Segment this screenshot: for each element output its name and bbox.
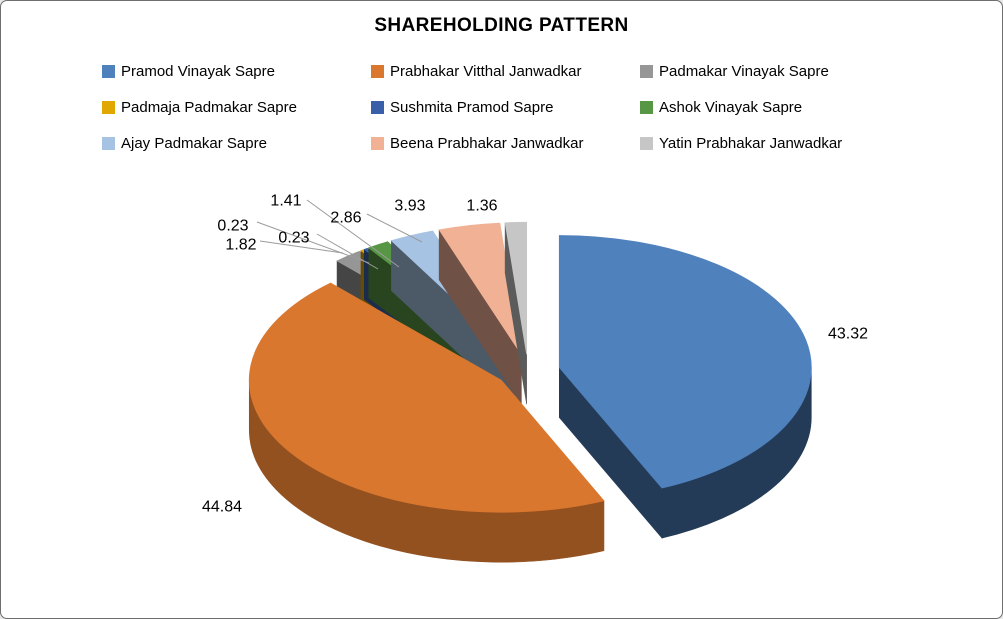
data-label-pramod-vinayak-sapre: 43.32 [828,326,868,343]
legend-label: Beena Prabhakar Janwadkar [390,135,584,152]
pie-slice-group-yatin-prabhakar-janwadkar [504,221,528,405]
legend-label: Yatin Prabhakar Janwadkar [659,135,843,152]
legend-item-padmakar-vinayak-sapre[interactable]: Padmakar Vinayak Sapre [640,63,842,80]
data-label-beena-prabhakar-janwadkar: 3.93 [394,198,425,215]
legend-swatch-icon [102,137,115,150]
legend-item-yatin-prabhakar-janwadkar[interactable]: Yatin Prabhakar Janwadkar [640,135,842,152]
data-label-padmakar-vinayak-sapre: 1.82 [225,237,256,254]
legend-swatch-icon [371,65,384,78]
pie-slice-group-pramod-vinayak-sapre [558,235,812,539]
leader-line [259,240,344,254]
data-label-ashok-vinayak-sapre: 1.41 [270,193,301,210]
legend-label: Ajay Padmakar Sapre [121,135,267,152]
legend-swatch-icon [371,137,384,150]
legend-item-beena-prabhakar-janwadkar[interactable]: Beena Prabhakar Janwadkar [371,135,640,152]
data-label-sushmita-pramod-sapre: 0.23 [278,230,309,247]
pie-slice-yatin-prabhakar-janwadkar[interactable] [504,221,528,355]
legend-item-sushmita-pramod-sapre[interactable]: Sushmita Pramod Sapre [371,99,640,116]
legend-label: Pramod Vinayak Sapre [121,63,275,80]
legend-label: Padmaja Padmakar Sapre [121,99,297,116]
legend-swatch-icon [102,101,115,114]
legend-swatch-icon [640,101,653,114]
pie-slice-pramod-vinayak-sapre[interactable] [558,235,812,489]
legend-swatch-icon [640,65,653,78]
leader-line [256,221,370,264]
leader-line [306,199,400,268]
pie-slice-prabhakar-vitthal-janwadkar[interactable] [248,282,605,513]
legend-item-prabhakar-vitthal-janwadkar[interactable]: Prabhakar Vitthal Janwadkar [371,63,640,80]
data-label-padmaja-padmakar-sapre: 0.23 [217,218,248,235]
leader-line [366,213,423,243]
legend-item-ajay-padmakar-sapre[interactable]: Ajay Padmakar Sapre [102,135,371,152]
leader-line [316,233,379,270]
pie-slice-group-prabhakar-vitthal-janwadkar [248,282,605,563]
data-label-prabhakar-vitthal-janwadkar: 44.84 [202,499,242,516]
legend-swatch-icon [102,65,115,78]
data-label-yatin-prabhakar-janwadkar: 1.36 [466,198,497,215]
legend: Pramod Vinayak Sapre Prabhakar Vitthal Ja… [102,63,842,152]
pie-slice-group-beena-prabhakar-janwadkar [438,222,522,406]
legend-swatch-icon [371,101,384,114]
legend-label: Ashok Vinayak Sapre [659,99,803,116]
legend-label: Sushmita Pramod Sapre [390,99,554,116]
legend-swatch-icon [640,137,653,150]
legend-item-ashok-vinayak-sapre[interactable]: Ashok Vinayak Sapre [640,99,842,116]
legend-label: Padmakar Vinayak Sapre [659,63,829,80]
pie-slice-beena-prabhakar-janwadkar[interactable] [438,222,522,355]
legend-label: Prabhakar Vitthal Janwadkar [390,63,582,80]
legend-item-padmaja-padmakar-sapre[interactable]: Padmaja Padmakar Sapre [102,99,371,116]
data-label-ajay-padmakar-sapre: 2.86 [330,210,361,227]
chart-title: SHAREHOLDING PATTERN [374,15,629,36]
legend-item-pramod-vinayak-sapre[interactable]: Pramod Vinayak Sapre [102,63,371,80]
